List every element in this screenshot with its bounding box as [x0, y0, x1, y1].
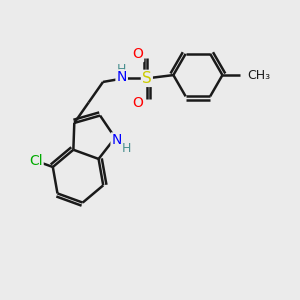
- Text: CH₃: CH₃: [248, 69, 271, 82]
- Text: S: S: [142, 71, 152, 86]
- Text: O: O: [132, 47, 143, 61]
- Text: O: O: [132, 96, 143, 110]
- Text: Cl: Cl: [29, 154, 43, 168]
- Text: H: H: [117, 63, 126, 76]
- Text: N: N: [112, 134, 122, 147]
- Text: H: H: [122, 142, 131, 155]
- Text: N: N: [116, 70, 127, 84]
